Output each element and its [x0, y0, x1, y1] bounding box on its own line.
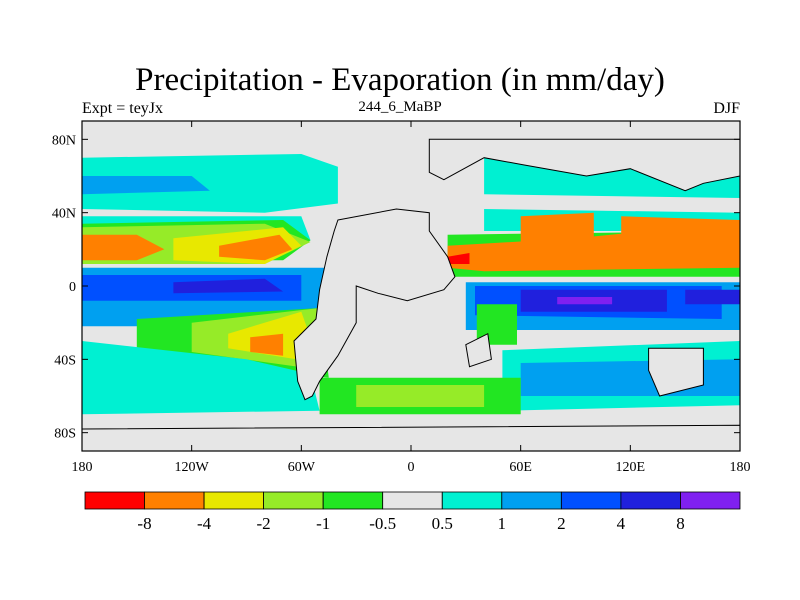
colorbar-label: 0.5 [432, 514, 453, 533]
colorbar-label: -2 [257, 514, 271, 533]
colorbar-box [144, 491, 205, 510]
x-tick-label: 180 [72, 460, 93, 475]
x-tick-label: 60W [288, 460, 316, 475]
coastline-eurasia [428, 138, 740, 192]
field-southern-ocean-lime [356, 385, 485, 407]
colorbar-label: 8 [676, 514, 685, 533]
colorbar-box [501, 491, 562, 510]
y-tick-label: 40N [52, 207, 76, 222]
colorbar-box [680, 491, 741, 510]
coastline [82, 138, 740, 451]
field-equatorial-dark [173, 278, 284, 294]
land-south-america-africa [294, 209, 455, 400]
colorbar-label: -8 [137, 514, 151, 533]
colorbar-box [620, 491, 681, 510]
field-indian-ocean-purple [557, 297, 613, 305]
period-label: 244_6_MaBP [358, 99, 442, 115]
field-north-storm-track [82, 154, 338, 213]
x-tick-label: 60E [509, 460, 532, 475]
land-antarctica [82, 425, 740, 451]
x-tick-label: 120E [616, 460, 646, 475]
field-southern-ocean-cyan [82, 341, 320, 415]
y-tick-label: 80S [54, 427, 76, 442]
colorbar-label: 4 [617, 514, 626, 533]
x-tick-label: 120W [175, 460, 210, 475]
coastline-africa-horn [465, 332, 492, 368]
colorbar-box [561, 491, 622, 510]
field-africa-red [447, 253, 470, 264]
season-label: DJF [713, 100, 740, 117]
field-subtropical-west-orange [82, 234, 165, 261]
field-asia-orange-north [520, 212, 594, 246]
land-eurasia [429, 139, 740, 191]
colorbar-box [322, 491, 384, 510]
y-tick-label: 0 [69, 280, 76, 295]
field-asia-orange-east [621, 216, 740, 253]
map-field [82, 121, 740, 451]
colorbar-box [382, 491, 443, 510]
field-south-pacific-orange [250, 333, 284, 356]
y-tick-label: 40S [54, 353, 76, 368]
colorbar-box [84, 491, 145, 510]
colorbar-label: 1 [498, 514, 507, 533]
coastline-australia [648, 347, 704, 397]
x-tick-label: 0 [408, 460, 415, 475]
y-tick-label: 80N [52, 133, 76, 148]
colorbar-label: 2 [557, 514, 566, 533]
field-southern-ocean-east-blue [520, 359, 740, 396]
experiment-label: Expt = teyJx [82, 100, 164, 117]
colorbar: -8 -4 -2 -1 -0.5 0.5 1 2 4 8 [84, 491, 741, 533]
land-australia [648, 348, 704, 396]
field-subtropical-west-orange-2 [219, 234, 293, 261]
colorbar-box [441, 491, 503, 510]
colorbar-label: -4 [197, 514, 212, 533]
plot-title: Precipitation - Evaporation (in mm/day) [135, 62, 665, 98]
colorbar-box [203, 491, 265, 510]
coastline-south-america-africa [293, 208, 456, 401]
colorbar-label: -1 [316, 514, 330, 533]
colorbar-label: -0.5 [369, 514, 396, 533]
x-tick-label: 180 [730, 460, 751, 475]
colorbar-box [263, 491, 324, 510]
map-axes: 180 120W 60W 0 60E 120E 180 80N 40N 0 40S 80S [52, 121, 751, 475]
field-north-pacific-blue [82, 176, 210, 195]
field-maritime-dark [685, 289, 740, 305]
coastline-antarctica [82, 424, 740, 451]
